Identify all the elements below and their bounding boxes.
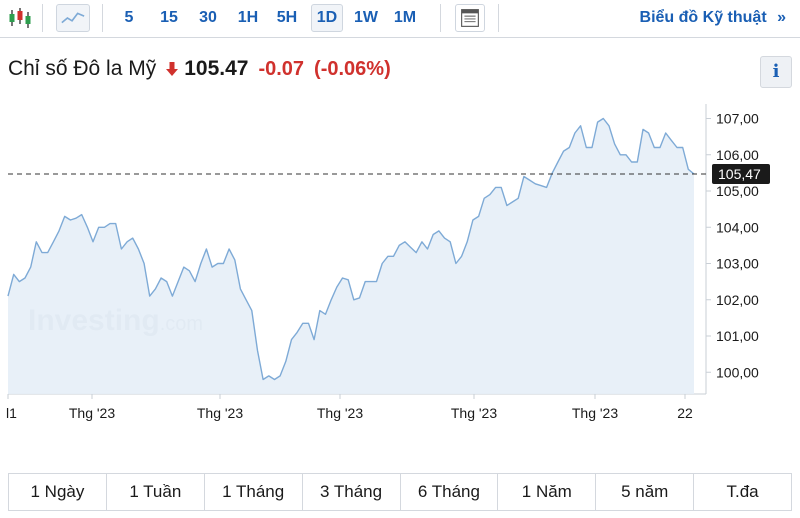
x-tick-label: Thg '23: [451, 405, 497, 421]
candlestick-icon[interactable]: [6, 4, 34, 32]
price-area: [8, 118, 694, 394]
range-6-months[interactable]: 6 Tháng: [401, 474, 499, 510]
range-5-years[interactable]: 5 năm: [596, 474, 695, 510]
range-1-year[interactable]: 1 Năm: [498, 474, 597, 510]
x-tick-label: Thg '23: [69, 405, 115, 421]
y-tick-label: 107,00: [716, 111, 759, 127]
timeframe-1m[interactable]: 1M: [393, 9, 417, 26]
x-tick-label: l1: [6, 405, 17, 421]
double-chevron-right-icon: »: [777, 9, 786, 26]
toolbar-divider: [498, 4, 499, 32]
x-tick-label: Thg '23: [197, 405, 243, 421]
range-max[interactable]: T.đa: [726, 482, 759, 501]
instrument-name: Chỉ số Đô la Mỹ: [8, 57, 157, 80]
range-1-month[interactable]: 1 Tháng: [205, 474, 303, 510]
y-tick-label: 101,00: [716, 328, 759, 344]
price-change-percent: (-0.06%): [314, 57, 391, 80]
toolbar-divider: [440, 4, 441, 32]
x-tick-label: Thg '23: [317, 405, 363, 421]
layout-icon[interactable]: [455, 4, 485, 32]
y-tick-label: 100,00: [716, 364, 759, 380]
instrument-header: Chỉ số Đô la Mỹ 105.47 -0.07 (-0.06%): [8, 56, 401, 82]
timeframe-1h[interactable]: 1H: [237, 9, 259, 26]
timeframe-30[interactable]: 30: [199, 9, 217, 26]
last-price-tag-label: 105,47: [718, 166, 761, 182]
price-change: -0.07: [258, 57, 305, 80]
last-price: 105.47: [184, 57, 249, 80]
technical-chart-label: Biểu đồ Kỹ thuật: [639, 9, 767, 26]
technical-chart-link[interactable]: Biểu đồ Kỹ thuật »: [640, 4, 786, 32]
y-tick-label: 103,00: [716, 256, 759, 272]
range-1-week[interactable]: 1 Tuần: [107, 474, 205, 510]
timeframe-15[interactable]: 15: [160, 9, 178, 26]
y-tick-label: 105,00: [716, 183, 759, 199]
y-tick-label: 106,00: [716, 147, 759, 163]
line-chart-icon[interactable]: [56, 4, 90, 32]
last-price-tag: [712, 163, 770, 184]
info-button[interactable]: i: [760, 56, 792, 88]
info-icon: i: [772, 61, 780, 82]
time-range-bar: 1 Ngày 1 Tuần 1 Tháng 3 Tháng 6 Tháng 1 …: [8, 473, 792, 511]
down-arrow-icon: [166, 62, 179, 76]
y-tick-label: 104,00: [716, 219, 759, 235]
chart-toolbar: 5 15 30 1H 5H 1D 1W 1M Biểu đồ Kỹ thuật …: [0, 0, 800, 38]
price-chart[interactable]: Investing.com107,00106,00105,00104,00103…: [0, 98, 800, 428]
timeframe-1w[interactable]: 1W: [354, 9, 378, 26]
timeframe-5h[interactable]: 5H: [276, 9, 298, 26]
x-tick-label: 22: [677, 405, 693, 421]
toolbar-divider: [102, 4, 103, 32]
toolbar-divider: [42, 4, 43, 32]
x-tick-label: Thg '23: [572, 405, 618, 421]
range-3-months[interactable]: 3 Tháng: [303, 474, 401, 510]
timeframe-1d[interactable]: 1D: [311, 4, 343, 32]
y-tick-label: 102,00: [716, 292, 759, 308]
price-line: [7, 117, 695, 381]
timeframe-5[interactable]: 5: [124, 9, 134, 26]
range-1-day[interactable]: 1 Ngày: [9, 474, 107, 510]
